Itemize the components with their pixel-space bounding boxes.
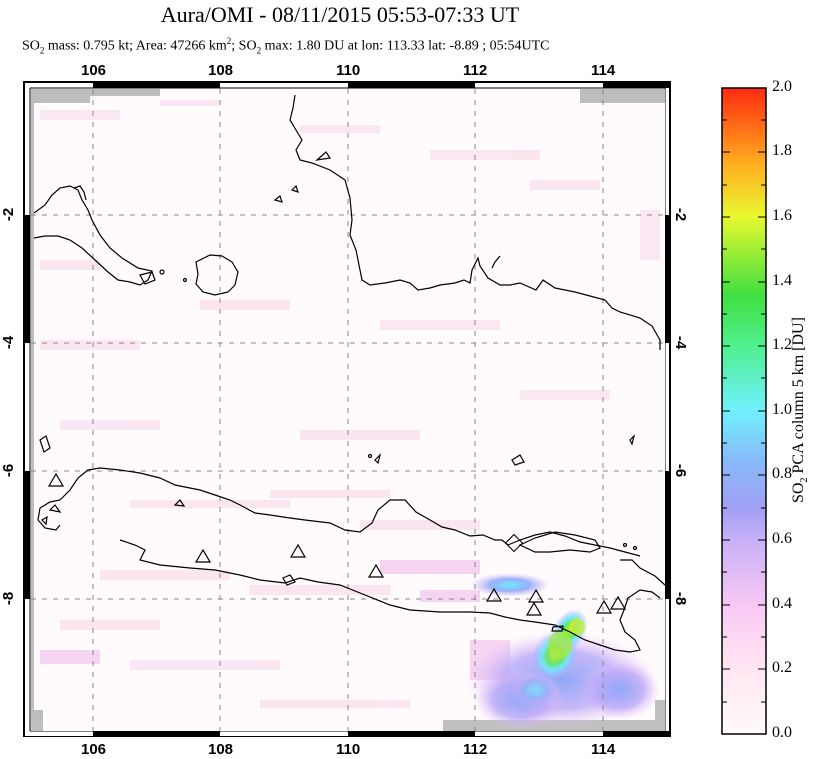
- lon-tick-bottom: 114: [591, 741, 616, 758]
- lat-tick-right: -6: [672, 463, 690, 478]
- volcano-markers: [47, 472, 627, 616]
- lon-tick-top: 112: [463, 62, 488, 79]
- lat-tick-left: -2: [0, 207, 18, 222]
- colorbar-tick: 0.2: [772, 659, 792, 676]
- colorbar-tick: 1.2: [772, 336, 792, 353]
- lon-tick-bottom: 108: [208, 741, 234, 758]
- colorbar-tick: 1.0: [772, 401, 792, 418]
- colorbar-tick: 1.4: [772, 272, 792, 289]
- colorbar-tick: 0.6: [772, 530, 792, 547]
- coastlines: [33, 94, 666, 653]
- colorbar-tick: 1.6: [772, 207, 792, 224]
- colorbar-tick: 0.8: [772, 465, 792, 482]
- lon-tick-top: 106: [81, 62, 107, 79]
- volcano-marker-icon: [367, 563, 385, 578]
- lon-tick-top: 114: [591, 62, 616, 79]
- map-subtitle: SO2 mass: 0.795 kt; Area: 47266 km2; SO2…: [22, 36, 550, 56]
- so2-heatmap: [31, 89, 665, 731]
- colorbar: [721, 87, 767, 735]
- colorbar-title: SO2 PCA column 5 km [DU]: [789, 317, 811, 503]
- lat-tick-right: -4: [672, 335, 690, 350]
- colorbar-tick: 0.0: [772, 724, 792, 741]
- volcano-marker-icon: [194, 548, 212, 563]
- lat-tick-left: -4: [0, 335, 18, 350]
- lat-tick-left: -8: [0, 591, 18, 606]
- lat-tick-right: -8: [672, 591, 690, 606]
- volcano-marker-icon: [289, 543, 307, 558]
- volcano-marker-icon: [47, 472, 65, 487]
- colorbar-tick: 0.4: [772, 595, 792, 612]
- volcano-marker-icon: [527, 588, 545, 603]
- lon-tick-bottom: 106: [81, 741, 107, 758]
- volcano-marker-icon: [595, 599, 613, 614]
- lat-tick-left: -6: [0, 463, 18, 478]
- lon-tick-top: 108: [208, 62, 234, 79]
- colorbar-tick: 2.0: [772, 78, 792, 95]
- lon-tick-bottom: 112: [463, 741, 488, 758]
- colorbar-tick: 1.8: [772, 142, 792, 159]
- lon-tick-top: 110: [336, 62, 361, 79]
- map-title: Aura/OMI - 08/11/2015 05:53-07:33 UT: [160, 2, 520, 27]
- volcano-marker-icon: [525, 601, 543, 616]
- volcano-marker-icon: [485, 587, 503, 602]
- lat-tick-right: -2: [672, 207, 690, 222]
- graticule: [31, 89, 665, 731]
- lon-tick-bottom: 110: [336, 741, 361, 758]
- volcano-marker-icon: [609, 595, 627, 610]
